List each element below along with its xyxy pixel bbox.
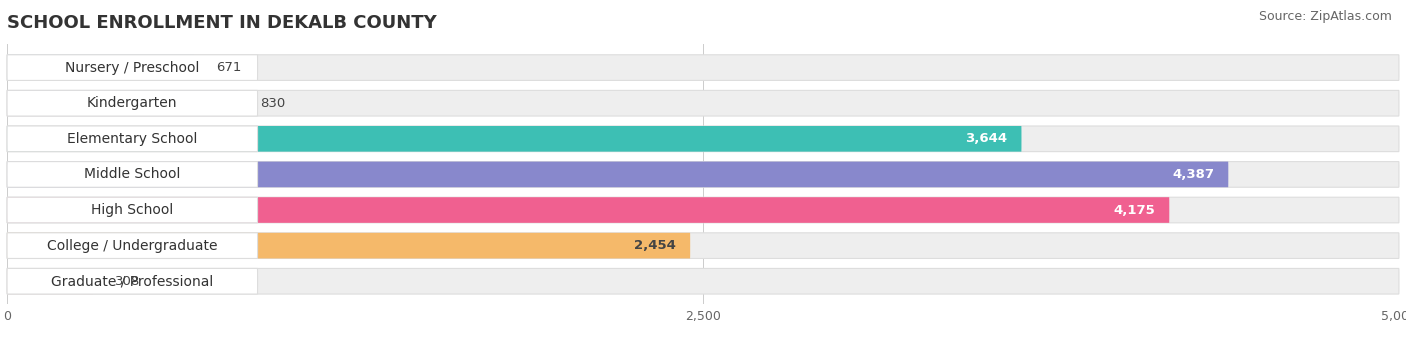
Text: 4,387: 4,387: [1173, 168, 1215, 181]
Text: 830: 830: [260, 97, 285, 110]
FancyBboxPatch shape: [7, 268, 1399, 294]
FancyBboxPatch shape: [7, 233, 257, 259]
FancyBboxPatch shape: [7, 126, 257, 152]
FancyBboxPatch shape: [7, 55, 257, 80]
FancyBboxPatch shape: [7, 55, 1399, 80]
Text: Middle School: Middle School: [84, 168, 180, 181]
FancyBboxPatch shape: [7, 233, 1399, 259]
FancyBboxPatch shape: [7, 90, 238, 116]
Text: Source: ZipAtlas.com: Source: ZipAtlas.com: [1258, 10, 1392, 23]
Text: Nursery / Preschool: Nursery / Preschool: [65, 61, 200, 75]
Text: Elementary School: Elementary School: [67, 132, 197, 146]
Text: Kindergarten: Kindergarten: [87, 96, 177, 110]
Text: 2,454: 2,454: [634, 239, 676, 252]
FancyBboxPatch shape: [7, 162, 1399, 187]
Text: 671: 671: [217, 61, 242, 74]
Text: Graduate / Professional: Graduate / Professional: [51, 274, 214, 288]
Text: 4,175: 4,175: [1114, 203, 1156, 216]
FancyBboxPatch shape: [7, 55, 194, 80]
FancyBboxPatch shape: [7, 90, 1399, 116]
Text: SCHOOL ENROLLMENT IN DEKALB COUNTY: SCHOOL ENROLLMENT IN DEKALB COUNTY: [7, 14, 437, 32]
Text: College / Undergraduate: College / Undergraduate: [46, 239, 218, 253]
FancyBboxPatch shape: [7, 126, 1022, 152]
FancyBboxPatch shape: [7, 268, 93, 294]
FancyBboxPatch shape: [7, 197, 257, 223]
FancyBboxPatch shape: [7, 90, 257, 116]
FancyBboxPatch shape: [7, 162, 1229, 187]
FancyBboxPatch shape: [7, 197, 1399, 223]
Text: High School: High School: [91, 203, 173, 217]
FancyBboxPatch shape: [7, 233, 690, 259]
FancyBboxPatch shape: [7, 197, 1170, 223]
Text: 3,644: 3,644: [966, 132, 1008, 145]
FancyBboxPatch shape: [7, 268, 257, 294]
FancyBboxPatch shape: [7, 126, 1399, 152]
FancyBboxPatch shape: [7, 162, 257, 187]
Text: 308: 308: [115, 275, 141, 288]
